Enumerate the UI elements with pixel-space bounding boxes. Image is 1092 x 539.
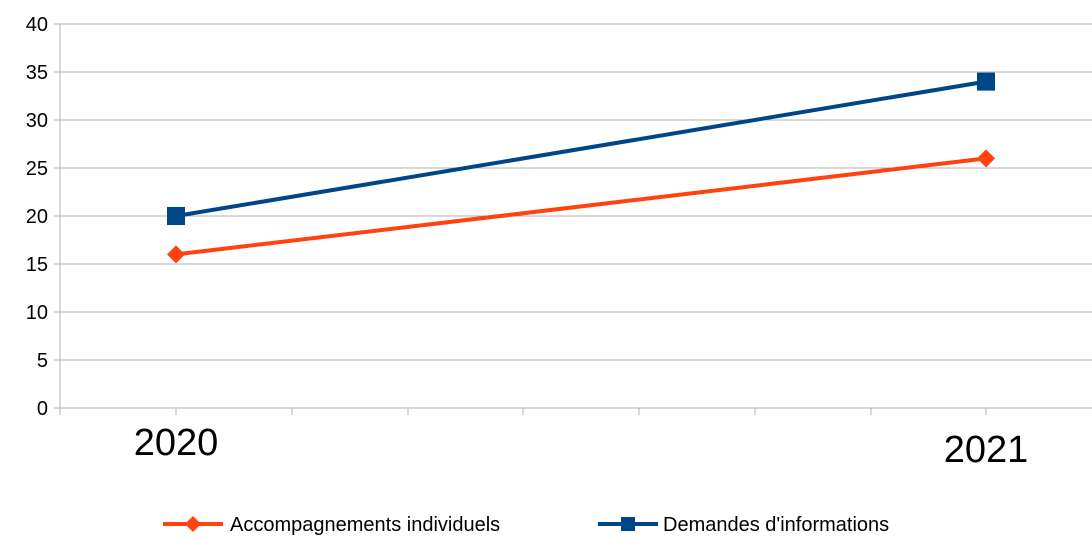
- y-tick-label-40: 40: [26, 14, 48, 36]
- legend-item-0: Accompagnements individuels: [163, 514, 500, 536]
- y-tick-label-35: 35: [26, 62, 48, 84]
- legend-label-0: Accompagnements individuels: [230, 514, 500, 536]
- data-point-1-2020: [167, 207, 185, 225]
- y-tick-label-30: 30: [26, 110, 48, 132]
- data-point-0-2021: [977, 149, 995, 168]
- data-point-1-2021: [977, 72, 995, 91]
- y-tick-label-0: 0: [37, 398, 48, 420]
- series-line-1: [175, 79, 987, 218]
- grid-layer: [60, 23, 1092, 361]
- legend-item-1: Demandes d'informations: [598, 514, 889, 536]
- axis-layer: 0 5 10 15 20 25 30 35 40 2020 2021: [26, 14, 1092, 471]
- legend-marker-0: [185, 516, 201, 532]
- y-tick-label-25: 25: [26, 158, 48, 180]
- y-tick-label-15: 15: [26, 254, 48, 276]
- x-tick-label-2021: 2021: [944, 429, 1029, 471]
- x-tick-label-2020: 2020: [134, 422, 219, 464]
- legend-label-1: Demandes d'informations: [663, 514, 889, 536]
- y-tick-label-5: 5: [37, 350, 48, 372]
- series-line-0: [175, 156, 987, 257]
- y-tick-label-10: 10: [26, 302, 48, 324]
- y-tick-label-20: 20: [26, 206, 48, 228]
- legend: Accompagnements individuels Demandes d'in…: [163, 514, 889, 536]
- data-point-0-2020: [167, 245, 185, 264]
- legend-marker-1: [621, 517, 635, 531]
- series-layer: [167, 72, 995, 264]
